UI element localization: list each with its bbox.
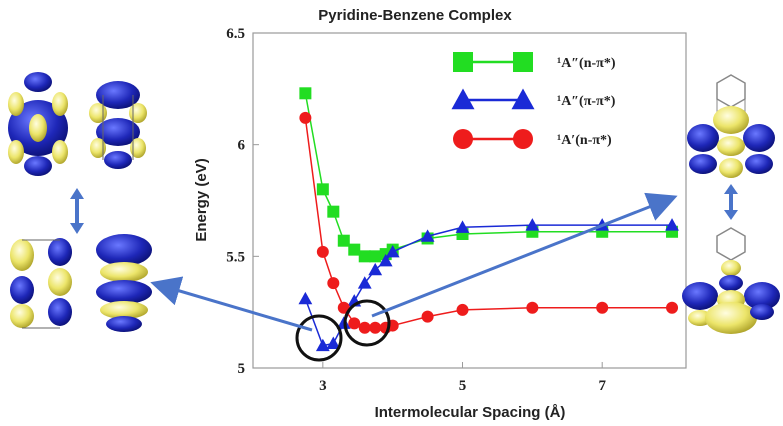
data-point [358,250,371,263]
data-point [378,253,393,267]
data-point [665,218,679,231]
data-point [456,303,469,316]
data-point [368,262,383,276]
legend-marker [513,52,533,72]
legend-marker [511,88,535,110]
data-point [316,245,329,258]
y-tick-label: 6.5 [226,26,245,42]
data-point [327,205,340,218]
plot-area [252,32,687,369]
orbital-image-bottom-right [96,234,152,332]
data-point [455,220,470,233]
legend-item: ¹A″(π-π*) [451,88,616,110]
legend-marker [513,129,533,149]
arrow-to-right-orbitals [371,192,678,318]
data-point [525,218,540,231]
legend-label: ¹A′(n-π*) [557,133,612,148]
series-red-circles [299,111,679,334]
data-point [348,243,361,256]
legend-label: ¹A″(n-π*) [557,56,616,71]
legend: ¹A″(n-π*) ¹A″(π-π*) ¹A′(n-π*) [451,52,616,149]
orbital-image-bottom-left [10,238,72,329]
series-green-squares [299,87,679,263]
x-tick-label: 3 [319,378,327,394]
x-tick-label: 5 [459,378,467,394]
data-point [421,310,434,323]
data-point [298,291,313,305]
data-point [369,250,382,263]
right-double-arrow [724,184,738,220]
data-point [358,321,371,334]
highlight-circle-left [295,314,343,362]
left-double-arrow [70,188,84,234]
orbital-image-right-top [687,74,775,178]
legend-item: ¹A″(n-π*) [453,52,616,72]
x-tick-label: 7 [598,378,606,394]
legend-label: ¹A″(π-π*) [557,94,616,109]
data-point [526,301,539,314]
legend-marker [453,129,473,149]
orbital-image-top-left [8,72,68,176]
data-point [337,234,350,247]
legend-item: ¹A′(n-π*) [453,129,612,149]
data-point [385,244,400,258]
data-point [357,276,372,289]
orbital-image-top-right [89,81,147,169]
data-point [348,317,361,330]
x-axis-label: Intermolecular Spacing (Å) [375,404,566,421]
data-point [316,183,329,196]
axis-ticks: 3 5 7 5 5.5 6 6.5 [226,26,606,394]
data-point [596,301,609,314]
data-point [420,229,435,242]
data-point [337,301,350,314]
y-axis-label: Energy (eV) [193,158,210,241]
y-tick-label: 6 [238,138,246,154]
legend-marker [451,88,475,110]
y-tick-label: 5 [238,361,246,377]
data-point [327,277,340,290]
data-point [666,301,679,314]
data-point [369,321,382,334]
legend-marker [453,52,473,72]
chart-title: Pyridine-Benzene Complex [318,7,512,24]
arrow-to-left-orbitals [150,276,313,332]
data-point [299,111,312,124]
data-point [326,336,341,349]
y-tick-label: 5.5 [226,249,245,265]
data-point [299,87,312,100]
highlight-circle-right [343,299,391,347]
data-point [315,338,330,352]
orbital-image-right-bottom [682,227,780,334]
